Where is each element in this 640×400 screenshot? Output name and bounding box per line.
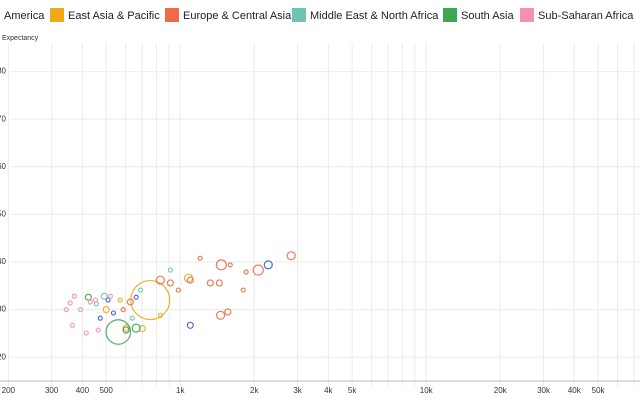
x-tick-label: 200 bbox=[2, 386, 16, 395]
legend-label: Middle East & North Africa bbox=[310, 10, 439, 22]
bubble bbox=[206, 279, 214, 287]
x-tick-label: 40k bbox=[568, 386, 582, 395]
legend-swatch bbox=[50, 8, 64, 22]
bubble bbox=[105, 297, 111, 303]
bubble bbox=[110, 310, 117, 316]
bubble bbox=[137, 287, 144, 293]
legend-label: Sub-Saharan Africa bbox=[538, 10, 634, 22]
bubble bbox=[129, 315, 135, 321]
legend-swatch bbox=[292, 8, 306, 22]
x-tick-label: 30k bbox=[537, 386, 551, 395]
bubble bbox=[215, 279, 223, 287]
x-tick-label: 400 bbox=[76, 386, 90, 395]
legend-swatch bbox=[165, 8, 179, 22]
y-tick-label: 50 bbox=[0, 209, 7, 218]
x-tick-label: 5k bbox=[348, 386, 357, 395]
bubble bbox=[107, 293, 113, 299]
bubble bbox=[71, 293, 77, 299]
bubble bbox=[215, 310, 226, 320]
bubble bbox=[138, 325, 146, 333]
x-tick-label: 50k bbox=[592, 386, 606, 395]
x-tick-label: 10k bbox=[420, 386, 434, 395]
bubble bbox=[122, 326, 130, 334]
legend-label: America bbox=[4, 10, 45, 22]
y-tick-label: 20 bbox=[0, 352, 7, 361]
bubble bbox=[87, 299, 93, 305]
x-tick-label: 1k bbox=[176, 386, 185, 395]
bubble bbox=[63, 306, 69, 313]
y-tick-label: 30 bbox=[0, 305, 7, 314]
bubble bbox=[102, 305, 110, 314]
x-tick-label: 500 bbox=[100, 386, 114, 395]
bubble bbox=[167, 267, 174, 273]
y-tick-label: 60 bbox=[0, 162, 7, 171]
bubble bbox=[120, 306, 126, 313]
bubble bbox=[157, 312, 163, 318]
bubble bbox=[69, 322, 75, 328]
bubble bbox=[92, 297, 99, 303]
legend-label: East Asia & Pacific bbox=[68, 10, 160, 22]
bubble bbox=[105, 319, 132, 345]
bubble bbox=[175, 287, 181, 293]
bubble bbox=[186, 321, 194, 329]
bubble bbox=[77, 306, 84, 313]
bubble bbox=[243, 269, 249, 275]
bubble bbox=[130, 279, 171, 321]
x-tick-label: 2k bbox=[250, 386, 259, 395]
y-tick-label: 80 bbox=[0, 67, 7, 76]
legend-swatch bbox=[443, 8, 457, 22]
bubble bbox=[131, 323, 141, 333]
bubble bbox=[227, 262, 233, 268]
bubble bbox=[83, 330, 89, 336]
bubble bbox=[197, 255, 203, 261]
x-tick-label: 3k bbox=[293, 386, 302, 395]
bubble bbox=[97, 315, 103, 321]
bubble bbox=[100, 292, 108, 300]
bubble bbox=[126, 298, 134, 306]
bubble bbox=[224, 308, 232, 316]
y-tick-label: 40 bbox=[0, 257, 7, 266]
x-tick-label: 20k bbox=[494, 386, 508, 395]
legend-label: Europe & Central Asia bbox=[183, 10, 292, 22]
bubble bbox=[215, 259, 227, 271]
bubble bbox=[166, 279, 175, 287]
bubble bbox=[155, 275, 165, 285]
y-tick-label: 70 bbox=[0, 114, 7, 123]
x-tick-label: 4k bbox=[324, 386, 333, 395]
bubble bbox=[67, 300, 73, 306]
bubble bbox=[263, 260, 273, 270]
bubble bbox=[117, 297, 123, 303]
bubble bbox=[186, 276, 194, 284]
bubble bbox=[84, 293, 92, 301]
x-tick-label: 300 bbox=[45, 386, 59, 395]
bubble bbox=[286, 251, 296, 261]
legend-label: South Asia bbox=[461, 10, 514, 22]
y-axis-label: Expectancy bbox=[2, 35, 39, 42]
bubble bbox=[240, 287, 246, 293]
legend-swatch bbox=[520, 8, 534, 22]
bubble bbox=[252, 264, 264, 276]
bubble bbox=[133, 294, 139, 300]
bubble bbox=[95, 327, 101, 333]
